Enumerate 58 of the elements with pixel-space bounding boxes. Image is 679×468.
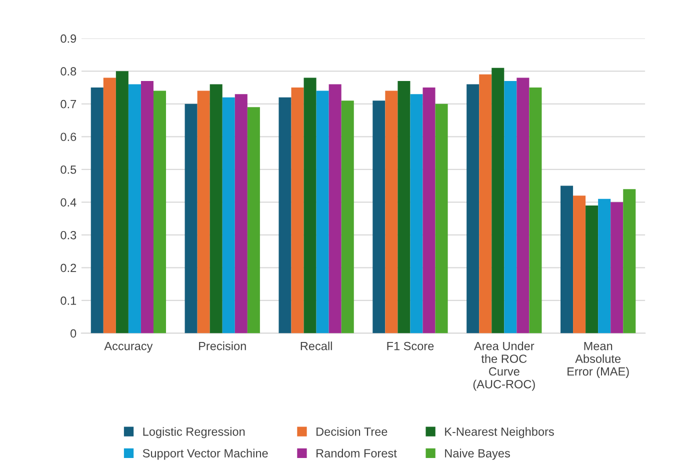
y-tick-label: 0.7 — [60, 100, 76, 108]
bar — [341, 100, 354, 334]
bar — [435, 104, 448, 334]
bar — [210, 84, 222, 334]
bar — [586, 205, 598, 334]
y-tick-label: 0.4 — [60, 198, 76, 207]
bar — [516, 78, 530, 334]
legend-label: Random Forest — [316, 448, 397, 458]
bar — [304, 78, 316, 334]
bar — [116, 71, 128, 334]
bar — [278, 97, 292, 334]
bar — [422, 88, 436, 334]
legend-label: Naive Bayes — [445, 448, 510, 460]
bar — [222, 97, 235, 334]
y-tick-label: 0.8 — [60, 67, 76, 76]
bar — [184, 104, 198, 334]
bar — [153, 90, 166, 334]
y-tick-label: 0.5 — [60, 165, 76, 174]
y-tick-label: 0.6 — [60, 132, 76, 142]
y-tick-label: 0 — [70, 329, 76, 338]
x-tick-label: Accuracy — [104, 342, 153, 353]
bar — [103, 78, 116, 334]
bar — [529, 88, 542, 334]
bar — [410, 94, 423, 334]
bar — [466, 84, 480, 334]
bar — [479, 74, 492, 334]
bar — [560, 186, 574, 334]
x-tick-label: Precision — [199, 342, 246, 350]
y-tick-label: 0.3 — [60, 230, 76, 240]
x-tick-label: F1 Score — [387, 342, 434, 350]
bar — [90, 88, 104, 334]
legend-label: Logistic Regression — [143, 427, 245, 438]
x-tick-label: Mean Absolute Error (MAE) — [568, 342, 629, 378]
bar — [598, 198, 611, 334]
bar — [247, 107, 260, 334]
y-tick-label: 0.1 — [60, 296, 76, 305]
x-tick-label: Area Under the ROC Curve (AUC-ROC) — [473, 342, 535, 391]
bar — [328, 84, 342, 334]
y-tick-label: 0.9 — [60, 34, 76, 43]
legend-label: Decision Tree — [316, 427, 388, 436]
bar — [128, 84, 141, 334]
bar — [140, 80, 154, 334]
bar — [623, 189, 636, 334]
bar — [504, 80, 517, 334]
legend-label: K-Nearest Neighbors — [445, 427, 554, 438]
bar — [291, 88, 304, 334]
bar — [197, 90, 210, 334]
bar — [385, 90, 398, 334]
bar — [234, 94, 248, 334]
legend-label: Support Vector Machine — [142, 448, 268, 460]
bar — [372, 100, 386, 334]
bar — [316, 90, 329, 334]
bar — [610, 202, 624, 334]
bar — [492, 68, 504, 334]
y-tick-label: 0.2 — [60, 264, 76, 272]
bar — [573, 196, 586, 334]
bar — [398, 80, 410, 334]
x-tick-label: Recall — [300, 342, 332, 350]
